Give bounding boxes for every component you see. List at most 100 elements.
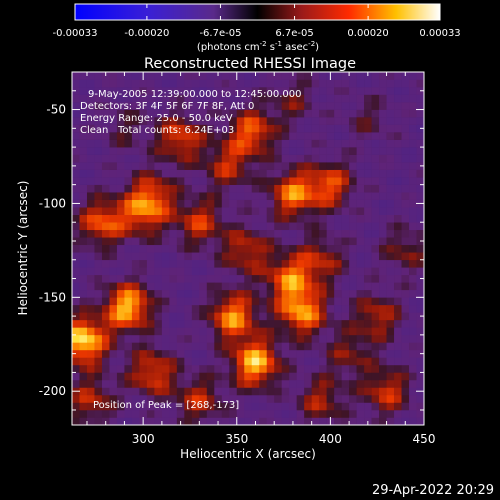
heatmap-cell (116, 312, 125, 321)
heatmap-cell (401, 394, 410, 403)
heatmap-cell (296, 349, 305, 358)
heatmap-cell (184, 334, 193, 343)
heatmap-cell (221, 409, 230, 418)
heatmap-cell (176, 162, 185, 170)
x-tick-label: 400 (319, 432, 342, 446)
heatmap-cell (334, 409, 342, 418)
heatmap-cell (394, 319, 402, 328)
heatmap-cell (304, 319, 312, 328)
heatmap-cell (266, 259, 275, 268)
heatmap-cell (214, 304, 223, 313)
heatmap-cell (139, 297, 148, 306)
heatmap-cell (146, 417, 155, 425)
heatmap-cell (109, 327, 118, 336)
heatmap-cell (199, 342, 208, 351)
heatmap-cell (206, 162, 215, 170)
heatmap-cell (124, 199, 133, 208)
heatmap-cell (364, 289, 372, 298)
heatmap-cell (146, 132, 155, 140)
heatmap-cell (334, 394, 342, 403)
heatmap-cell (274, 319, 282, 328)
heatmap-cell (364, 124, 372, 133)
heatmap-cell (146, 334, 155, 343)
heatmap-cell (154, 387, 163, 396)
heatmap-cell (229, 207, 238, 215)
heatmap-cell (169, 334, 178, 343)
heatmap-cell (394, 297, 402, 306)
heatmap-cell (191, 394, 200, 403)
heatmap-cell (289, 409, 297, 418)
heatmap-cell (221, 349, 230, 358)
heatmap-cell (274, 402, 282, 411)
heatmap-cell (184, 297, 193, 306)
heatmap-cell (131, 162, 140, 170)
heatmap-cell (416, 402, 424, 411)
heatmap-cell (124, 417, 133, 425)
heatmap-cell (289, 132, 297, 140)
heatmap-cell (244, 334, 253, 343)
heatmap-cell (124, 259, 133, 268)
heatmap-cell (296, 117, 305, 125)
heatmap-cell (244, 282, 253, 291)
heatmap-cell (266, 402, 275, 411)
heatmap-cell (319, 214, 327, 223)
heatmap-cell (229, 267, 238, 276)
heatmap-cell (409, 252, 417, 261)
heatmap-cell (341, 342, 350, 351)
heatmap-cell (401, 282, 410, 291)
heatmap-cell (86, 162, 95, 170)
heatmap-cell (221, 297, 230, 306)
heatmap-cell (154, 334, 163, 343)
heatmap-cell (266, 319, 275, 328)
heatmap-cell (349, 297, 357, 306)
heatmap-cell (311, 364, 320, 373)
heatmap-cell (86, 102, 95, 110)
heatmap-cell (349, 319, 357, 328)
heatmap-cell (379, 342, 387, 351)
heatmap-cell (116, 237, 125, 246)
heatmap-cell (304, 162, 312, 170)
heatmap-cell (274, 237, 282, 246)
heatmap-cell (176, 207, 185, 215)
heatmap-cell (154, 192, 163, 200)
heatmap-cell (379, 267, 387, 276)
heatmap-cell (319, 199, 327, 208)
heatmap-cell (139, 289, 148, 298)
heatmap-cell (386, 154, 395, 163)
heatmap-cell (191, 274, 200, 283)
heatmap-cell (356, 79, 365, 88)
heatmap-cell (341, 334, 350, 343)
heatmap-cell (94, 147, 103, 155)
heatmap-cell (176, 237, 185, 246)
heatmap-cell (319, 304, 327, 313)
heatmap-cell (109, 289, 118, 298)
heatmap-cell (416, 192, 424, 200)
heatmap-cell (311, 417, 320, 425)
heatmap-cell (131, 274, 140, 283)
heatmap-cell (176, 327, 185, 336)
heatmap-cell (401, 94, 410, 103)
heatmap-cell (86, 282, 95, 291)
heatmap-cell (184, 177, 193, 185)
heatmap-cell (371, 289, 380, 298)
heatmap-cell (386, 387, 395, 396)
heatmap-cell (214, 259, 223, 268)
heatmap-cell (101, 132, 110, 140)
heatmap-cell (86, 409, 95, 418)
heatmap-cell (371, 297, 380, 306)
heatmap-cell (259, 169, 268, 178)
heatmap-cell (244, 162, 253, 170)
heatmap-cell (109, 364, 118, 373)
heatmap-cell (416, 379, 424, 388)
heatmap-cell (259, 199, 268, 208)
heatmap-cell (101, 274, 110, 283)
heatmap-cell (416, 409, 424, 418)
heatmap-cell (304, 267, 312, 276)
heatmap-cell (154, 102, 163, 110)
heatmap-cell (326, 394, 335, 403)
heatmap-cell (371, 147, 380, 155)
heatmap-cell (214, 394, 223, 403)
heatmap-cell (274, 192, 282, 200)
heatmap-cell (394, 87, 402, 95)
heatmap-cell (409, 334, 417, 343)
